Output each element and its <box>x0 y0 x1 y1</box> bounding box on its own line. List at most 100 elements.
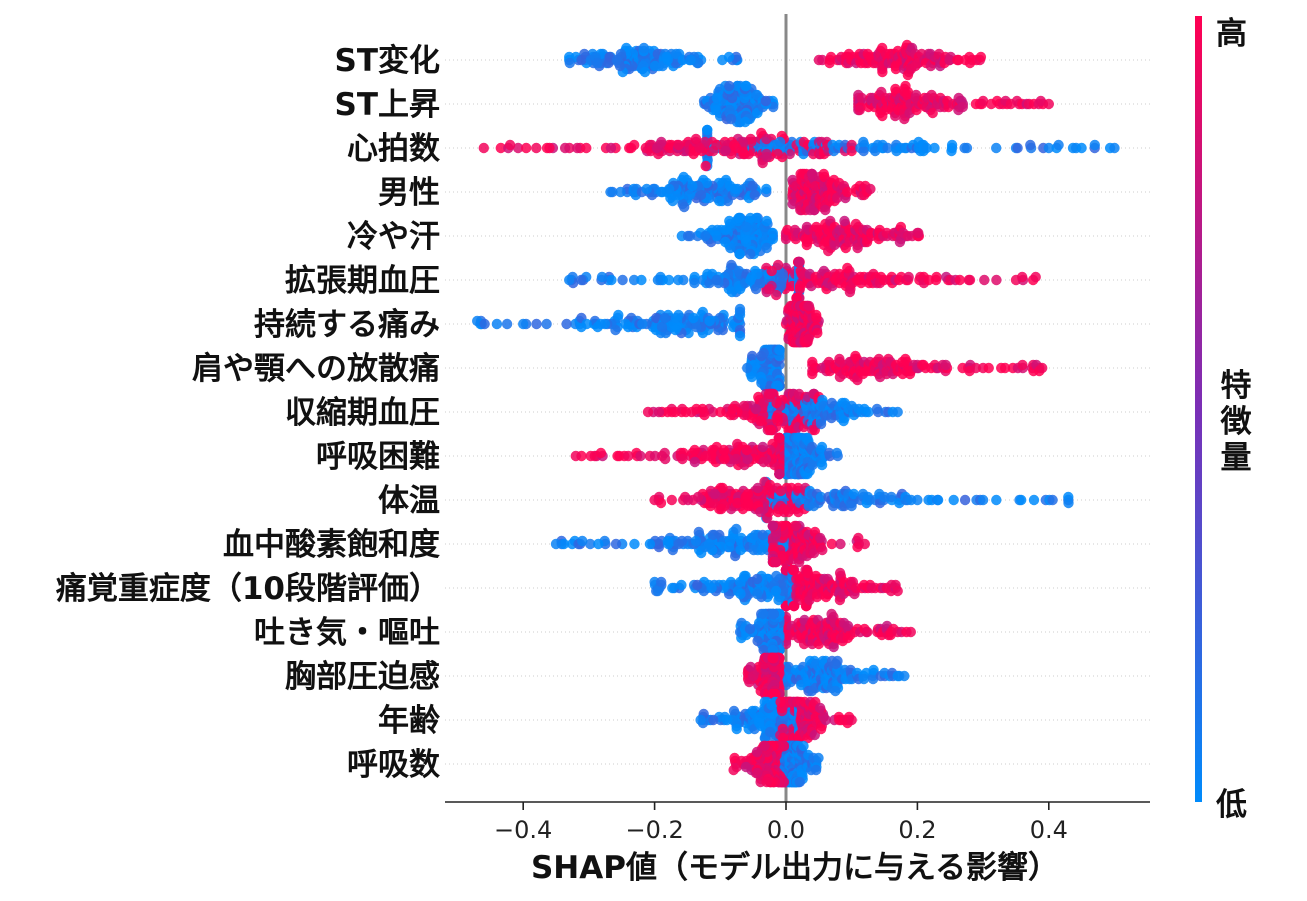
shap-point <box>940 359 951 371</box>
shap-point <box>948 494 959 506</box>
shap-point <box>751 746 763 758</box>
shap-point <box>824 57 835 69</box>
colorbar-title-char: 徴 <box>1220 404 1253 440</box>
shap-point <box>749 189 760 201</box>
shap-point <box>842 186 853 198</box>
shap-point <box>518 318 529 330</box>
shap-point <box>660 453 671 465</box>
shap-point <box>606 274 617 286</box>
shap-point <box>774 468 785 480</box>
shap-point <box>718 444 729 456</box>
shap-point <box>793 256 805 268</box>
shap-point <box>670 312 682 324</box>
shap-point <box>656 576 667 588</box>
shap-point <box>599 318 611 330</box>
shap-point <box>491 318 503 330</box>
shap-point <box>676 579 687 591</box>
shap-point <box>671 48 682 60</box>
shap-point <box>767 233 779 245</box>
x-axis-title: SHAP値（モデル出力に与える影響） <box>531 850 1059 886</box>
shap-point <box>760 95 771 107</box>
shap-point <box>729 139 740 151</box>
shap-point <box>764 283 775 295</box>
beeswarm-points <box>472 39 1120 788</box>
shap-point <box>771 570 782 582</box>
shap-point <box>1030 271 1041 283</box>
shap-point <box>770 556 781 568</box>
shap-point <box>902 86 914 98</box>
shap-point <box>748 670 759 682</box>
shap-point <box>932 494 944 506</box>
shap-point <box>673 139 684 151</box>
shap-point <box>679 201 690 213</box>
shap-point <box>724 80 735 92</box>
shap-point <box>745 661 756 673</box>
shap-point <box>610 538 622 550</box>
shap-point <box>752 588 763 600</box>
colorbar-bar <box>1195 16 1202 802</box>
shap-point <box>740 80 751 92</box>
shap-point <box>694 142 705 154</box>
shap-point <box>1017 271 1028 283</box>
shap-point <box>724 215 735 227</box>
shap-point <box>977 494 989 506</box>
shap-point <box>577 535 588 547</box>
feature-label: 拡張期血圧 <box>285 263 440 299</box>
shap-point <box>649 60 661 72</box>
shap-point <box>742 488 754 500</box>
shap-point <box>731 723 742 735</box>
feature-label: 胸部圧迫感 <box>285 659 440 695</box>
shap-point <box>758 456 769 468</box>
shap-point <box>564 57 575 69</box>
shap-point <box>815 418 827 430</box>
feature-label: 冷や汗 <box>347 219 440 255</box>
shap-point <box>862 626 873 638</box>
shap-point <box>686 406 697 418</box>
shap-point <box>687 180 698 192</box>
shap-point <box>766 699 777 711</box>
x-tick-label: 0.4 <box>1030 816 1068 844</box>
shap-point <box>495 142 506 154</box>
shap-point <box>1037 362 1048 374</box>
shap-point <box>757 529 768 541</box>
shap-point <box>603 57 614 69</box>
shap-point <box>541 318 552 330</box>
shap-point <box>816 459 828 471</box>
shap-point <box>629 538 640 550</box>
shap-point <box>756 544 767 556</box>
shap-point <box>798 740 809 752</box>
shap-point <box>685 54 696 66</box>
shap-point <box>921 142 932 154</box>
shap-point <box>593 538 604 550</box>
shap-point <box>842 262 853 274</box>
shap-point <box>758 347 769 359</box>
shap-point <box>721 714 733 726</box>
shap-point <box>778 503 790 515</box>
shap-point <box>761 151 772 163</box>
shap-point <box>667 582 678 594</box>
shap-point <box>707 529 718 541</box>
shap-point <box>695 189 707 201</box>
shap-point <box>730 183 741 195</box>
shap-point <box>826 608 837 620</box>
shap-point <box>751 573 763 585</box>
shap-point <box>752 482 763 494</box>
shap-point <box>735 576 746 588</box>
shap-point <box>742 453 753 465</box>
shap-point <box>1063 497 1074 509</box>
shap-point <box>740 221 752 233</box>
shap-point <box>771 289 782 301</box>
shap-point <box>703 538 715 550</box>
shap-point <box>977 95 989 107</box>
shap-point <box>794 283 805 295</box>
shap-point <box>624 142 635 154</box>
shap-point <box>740 116 751 128</box>
shap-point <box>832 655 843 667</box>
shap-point <box>649 450 661 462</box>
shap-point <box>811 309 822 321</box>
shap-point <box>859 538 870 550</box>
shap-point <box>926 89 937 101</box>
shap-point <box>585 450 596 462</box>
shap-point <box>689 277 700 289</box>
shap-point <box>750 403 762 415</box>
